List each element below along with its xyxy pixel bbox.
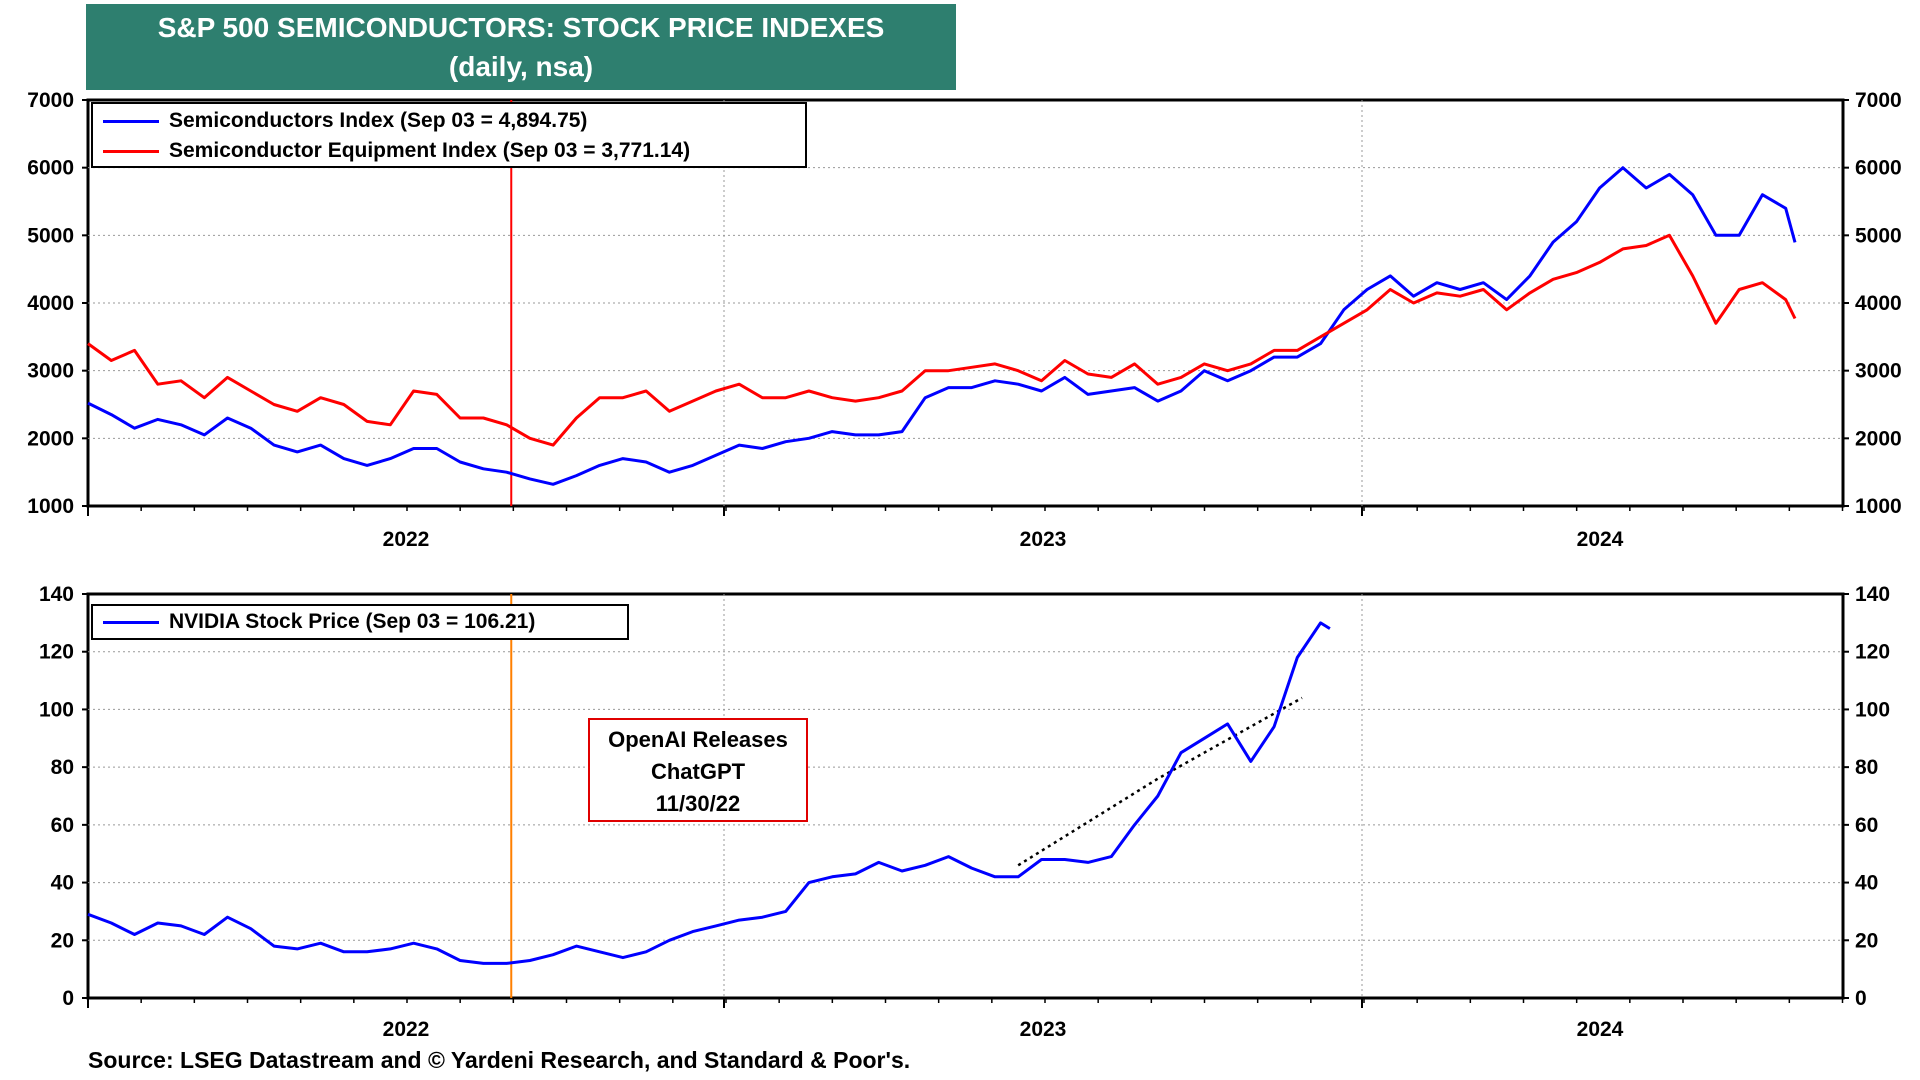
y-tick-label-left: 6000 [27,157,74,180]
y-tick-label-right: 100 [1855,698,1890,721]
y-tick-label-right: 120 [1855,641,1890,664]
legend-entry-nvidia: NVIDIA Stock Price (Sep 03 = 106.21) [93,607,627,637]
bottom-gridlines [88,594,1843,998]
bottom-x-axis: 2022 2023 2024 [87,998,1844,1041]
legend-entry-equipment: Semiconductor Equipment Index (Sep 03 = … [93,136,805,166]
y-tick-label-left: 2000 [27,427,74,450]
y-tick-label-left: 4000 [27,292,74,315]
bottom-series-group [87,621,1331,965]
top-x-axis: 2022 2023 2024 [87,506,1844,551]
y-tick-label-right: 6000 [1855,157,1902,180]
y-tick-label-right: 40 [1855,872,1878,895]
annotation-line-3: 11/30/22 [655,791,741,816]
y-tick-label-right: 7000 [1855,89,1902,112]
x-tick-label: 2024 [1577,528,1624,551]
bottom-y-axis: 0 0 20 20 40 40 60 60 80 80 100 100 120 120 140 140 [39,583,1890,1010]
top-y-axis: 1000 1000 2000 2000 3000 3000 4000 4000 5000 5000… [27,89,1901,518]
x-tick-label: 2022 [383,528,430,551]
y-tick-label-right: 1000 [1855,495,1902,518]
series-line-semiconductors [87,166,1797,486]
y-tick-label-left: 3000 [27,360,74,383]
y-tick-label-right: 0 [1855,987,1867,1010]
x-tick-label: 2023 [1020,528,1067,551]
x-tick-label: 2023 [1020,1018,1067,1041]
bottom-legend: NVIDIA Stock Price (Sep 03 = 106.21) [91,604,629,640]
legend-label-semiconductors: Semiconductors Index (Sep 03 = 4,894.75) [169,109,588,132]
legend-label-equipment: Semiconductor Equipment Index (Sep 03 = … [169,139,691,162]
series-line-equipment [87,233,1797,447]
annotation-line-2: ChatGPT [650,759,746,784]
y-tick-label-right: 5000 [1855,224,1902,247]
bottom-plot-frame [86,592,1845,1000]
y-tick-label-left: 80 [51,756,74,779]
source-note: Source: LSEG Datastream and © Yardeni Re… [88,1047,911,1073]
y-tick-label-left: 0 [62,987,74,1010]
y-tick-label-left: 40 [51,872,74,895]
y-tick-label-left: 20 [51,929,74,952]
legend-swatch-blue [103,620,159,624]
top-series-group [87,166,1797,486]
chart-title-banner: S&P 500 SEMICONDUCTORS: STOCK PRICE INDE… [86,4,956,90]
y-tick-label-left: 5000 [27,224,74,247]
y-tick-label-right: 20 [1855,929,1878,952]
legend-swatch-red [103,149,159,153]
y-tick-label-left: 100 [39,698,74,721]
legend-swatch-blue [103,119,159,123]
series-line-nvidia [87,621,1331,965]
y-tick-label-right: 60 [1855,814,1878,837]
chart-subtitle: (daily, nsa) [448,51,594,82]
x-tick-label: 2024 [1577,1018,1624,1041]
y-tick-label-left: 7000 [27,89,74,112]
legend-entry-semiconductors: Semiconductors Index (Sep 03 = 4,894.75) [93,106,805,136]
top-legend: Semiconductors Index (Sep 03 = 4,894.75)… [91,102,807,168]
y-tick-label-left: 60 [51,814,74,837]
legend-label-nvidia: NVIDIA Stock Price (Sep 03 = 106.21) [169,610,536,633]
y-tick-label-left: 1000 [27,495,74,518]
y-tick-label-right: 140 [1855,583,1890,606]
x-tick-label: 2022 [383,1018,430,1041]
chart-title: S&P 500 SEMICONDUCTORS: STOCK PRICE INDE… [157,12,885,43]
y-tick-label-left: 120 [39,641,74,664]
chatgpt-annotation-box: OpenAI Releases ChatGPT 11/30/22 [588,718,808,822]
y-tick-label-right: 80 [1855,756,1878,779]
nvidia-support-trendline [1017,696,1303,867]
annotation-line-1: OpenAI Releases [608,727,788,752]
y-tick-label-left: 140 [39,583,74,606]
y-tick-label-right: 2000 [1855,427,1902,450]
y-tick-label-right: 4000 [1855,292,1902,315]
y-tick-label-right: 3000 [1855,360,1902,383]
